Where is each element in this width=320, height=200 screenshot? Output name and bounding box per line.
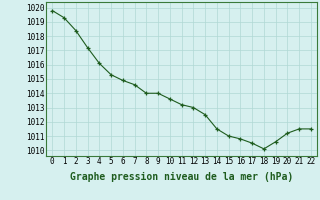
X-axis label: Graphe pression niveau de la mer (hPa): Graphe pression niveau de la mer (hPa): [70, 172, 293, 182]
